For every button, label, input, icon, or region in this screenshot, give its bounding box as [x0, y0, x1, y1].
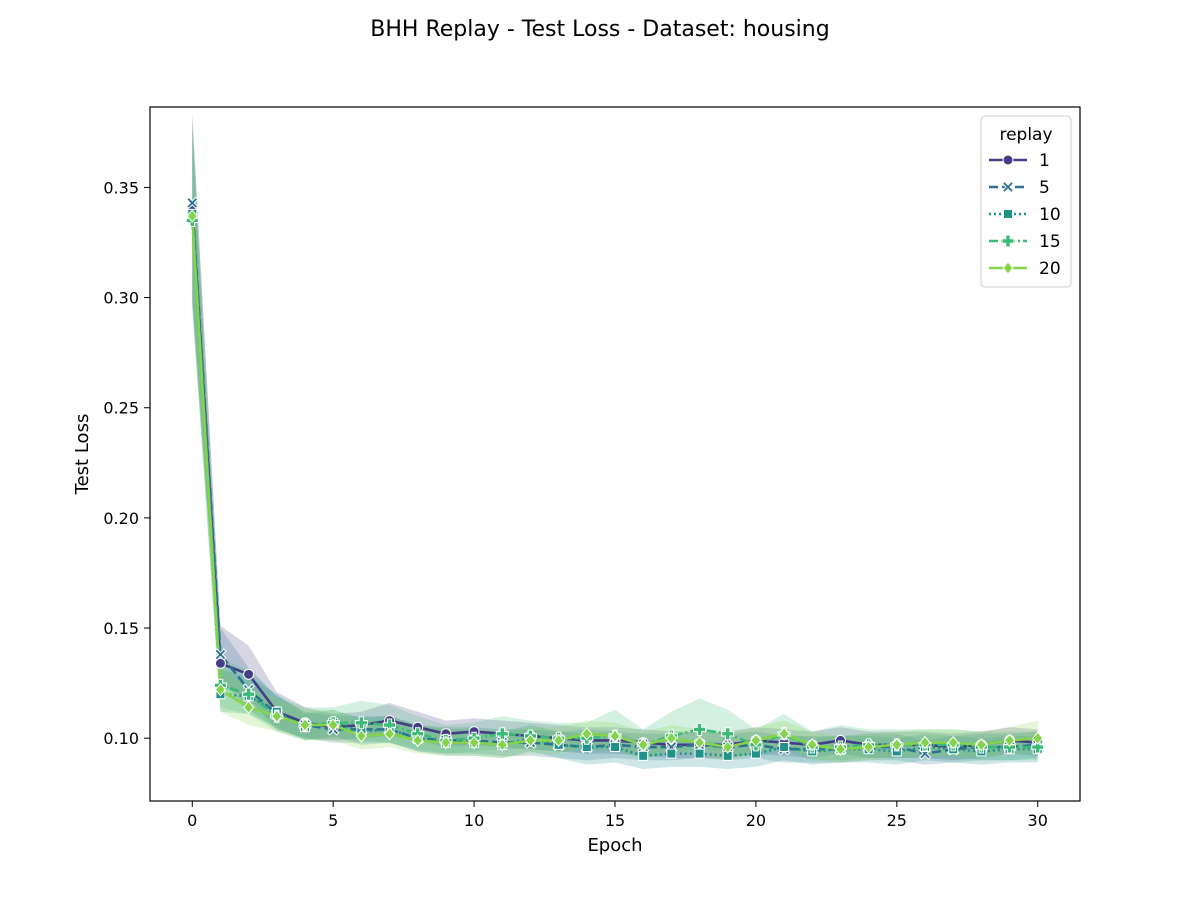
point-series-20-epoch-2: [242, 700, 255, 715]
point-series-10-epoch-17: [666, 748, 677, 759]
point-series-20-epoch-14: [581, 727, 593, 741]
legend-label-15: 15: [1039, 232, 1061, 252]
point-series-20-epoch-4: [299, 718, 311, 732]
x-tick-label-0: 0: [187, 811, 197, 830]
y-tick-label-0.1: 0.10: [103, 729, 139, 748]
legend-marker-1: [1002, 154, 1014, 166]
point-series-20-epoch-21: [778, 727, 790, 741]
point-series-10-epoch-16: [638, 750, 649, 761]
x-tick-label-25: 25: [887, 811, 907, 830]
point-series-20-epoch-1: [214, 682, 227, 697]
x-tick-label-5: 5: [328, 811, 338, 830]
point-series-20-epoch-22: [806, 738, 818, 752]
point-series-20-epoch-0: [186, 209, 198, 223]
point-series-20-epoch-27: [947, 735, 959, 750]
point-series-15-epoch-6: [354, 716, 368, 730]
point-series-20-epoch-5: [327, 718, 339, 732]
legend-label-20: 20: [1039, 259, 1061, 279]
point-series-20-epoch-28: [975, 738, 988, 752]
x-tick-label-15: 15: [605, 811, 625, 830]
point-series-20-epoch-7: [383, 727, 396, 741]
point-series-1-epoch-1: [214, 657, 226, 669]
band-series-1: [192, 112, 1038, 761]
point-series-15-epoch-2: [242, 687, 256, 701]
y-tick-label-0.3: 0.30: [103, 289, 139, 308]
point-series-20-epoch-8: [412, 733, 424, 748]
point-series-20-epoch-10: [468, 735, 480, 750]
point-series-15-epoch-18: [693, 722, 707, 736]
legend-label-1: 1: [1039, 151, 1050, 171]
legend-marker-20: [1002, 261, 1014, 275]
series-markers: [185, 196, 1045, 761]
point-series-15-epoch-30: [1031, 740, 1045, 754]
point-series-20-epoch-20: [750, 733, 762, 748]
x-tick-label-20: 20: [746, 811, 766, 830]
point-series-20-epoch-15: [609, 729, 621, 743]
y-tick-label-0.2: 0.20: [103, 509, 139, 528]
y-tick-label-0.15: 0.15: [103, 619, 139, 638]
legend-marker-15: [1001, 234, 1015, 248]
x-axis-ticks: 0 5 10 15 20 25 30: [187, 801, 1048, 830]
point-series-20-epoch-17: [665, 731, 678, 745]
band-series-15: [192, 130, 1038, 761]
band-series-10: [192, 125, 1038, 770]
x-tick-label-30: 30: [1028, 811, 1048, 830]
point-series-20-epoch-25: [891, 738, 903, 752]
point-series-20-epoch-29: [1003, 733, 1016, 748]
confidence-bands: [192, 112, 1038, 770]
point-series-15-epoch-19: [721, 727, 735, 741]
legend-marker-5: [1001, 180, 1015, 194]
point-series-20-epoch-18: [693, 735, 706, 750]
point-series-5-epoch-0: [186, 196, 199, 210]
point-series-20-epoch-9: [440, 735, 452, 750]
x-tick-label-10: 10: [464, 811, 484, 830]
legend-title: replay: [999, 125, 1052, 145]
y-axis-ticks: 0.10 0.15 0.20 0.25 0.30 0.35: [103, 178, 150, 748]
legend-marker-10: [1003, 209, 1013, 219]
band-series-20: [192, 125, 1038, 763]
y-axis-label: Test Loss: [72, 414, 93, 496]
point-series-20-epoch-24: [862, 740, 875, 754]
legend-label-5: 5: [1039, 178, 1050, 198]
point-series-20-epoch-11: [496, 738, 508, 752]
point-series-20-epoch-13: [552, 733, 565, 748]
point-series-10-epoch-15: [610, 742, 620, 753]
point-series-5-epoch-1: [214, 648, 227, 661]
point-series-15-epoch-11: [495, 727, 509, 741]
chart-title: BHH Replay - Test Loss - Dataset: housin…: [370, 17, 829, 42]
point-series-20-epoch-3: [271, 709, 283, 723]
point-series-20-epoch-16: [637, 738, 649, 752]
point-series-20-epoch-12: [524, 733, 537, 748]
point-series-20-epoch-26: [919, 735, 931, 750]
point-series-10-epoch-21: [779, 742, 790, 753]
point-series-20-epoch-6: [355, 729, 368, 743]
point-series-1-epoch-2: [243, 668, 255, 680]
y-tick-label-0.35: 0.35: [103, 178, 139, 197]
band-series-5: [192, 116, 1038, 765]
point-series-20-epoch-19: [722, 740, 734, 754]
point-series-20-epoch-30: [1032, 731, 1044, 745]
y-tick-label-0.25: 0.25: [103, 399, 139, 418]
point-series-20-epoch-23: [834, 742, 847, 757]
point-series-10-epoch-18: [694, 748, 705, 759]
x-axis-label: Epoch: [587, 835, 642, 856]
legend-label-10: 10: [1039, 205, 1061, 225]
